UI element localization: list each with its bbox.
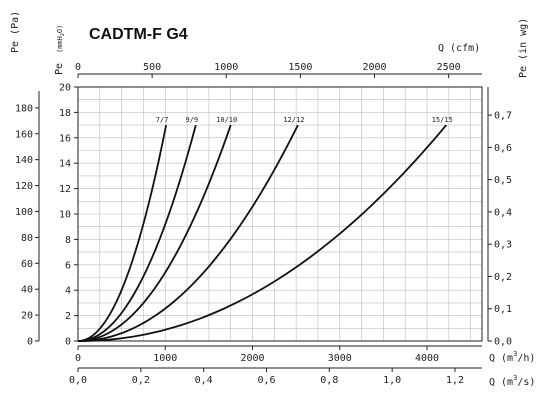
axes: 0 2 4 6 8 10 12 14 16 18 20 0 20 40 60 80 100 120 140 160 18… [15, 62, 512, 386]
right-tick-label: 0,7 [494, 111, 512, 122]
right-tick-label: 0,2 [494, 272, 512, 283]
right-tick-label: 0,0 [494, 337, 512, 348]
bottom-1-tick-label: 3000 [328, 353, 352, 364]
left-inner-tick-label: 14 [59, 159, 71, 170]
left-outer-tick-label: 60 [21, 259, 33, 270]
top-tick-label: 2500 [437, 62, 461, 73]
left-inner-axis-label: Pe (mmH2O) [54, 25, 66, 75]
bottom-2-tick-label: 0,0 [69, 375, 87, 386]
left-inner-tick-label: 12 [59, 184, 71, 195]
bottom-axis-1-label: Q (m3/h) [489, 350, 535, 364]
top-tick-label: 500 [143, 62, 161, 73]
right-tick-label: 0,5 [494, 175, 512, 186]
top-tick-label: 1500 [288, 62, 312, 73]
right-tick-label: 0,6 [494, 143, 512, 154]
left-outer-tick-label: 20 [21, 311, 33, 322]
right-tick-label: 0,4 [494, 207, 512, 218]
bottom-2-tick-label: 0,4 [195, 375, 213, 386]
series-line-15-15 [77, 124, 447, 342]
series-label-10-10: 10/10 [216, 116, 237, 124]
chart-title: CADTM-F G4 [89, 26, 188, 43]
left-outer-tick-label: 120 [15, 181, 33, 192]
left-inner-tick-label: 18 [59, 108, 71, 119]
left-outer-tick-label: 0 [27, 337, 33, 348]
right-tick-label: 0,3 [494, 240, 512, 251]
grid [77, 86, 483, 342]
series-line-7-7 [77, 124, 168, 342]
left-inner-tick-label: 8 [65, 235, 71, 246]
series-label-7-7: 7/7 [156, 116, 169, 124]
series-lines: 7/7 9/9 10/10 12/12 15/15 [77, 116, 453, 342]
series-line-9-9 [77, 124, 197, 342]
series-label-9-9: 9/9 [185, 116, 198, 124]
left-outer-tick-label: 40 [21, 285, 33, 296]
left-outer-tick-label: 80 [21, 233, 33, 244]
bottom-2-tick-label: 1,2 [446, 375, 464, 386]
right-axis-label: Pe (in wg) [518, 18, 529, 78]
left-inner-tick-label: 2 [65, 311, 71, 322]
top-tick-label: 2000 [362, 62, 386, 73]
top-axis-label: Q (cfm) [438, 43, 480, 54]
left-outer-tick-label: 140 [15, 155, 33, 166]
right-tick-label: 0,1 [494, 304, 512, 315]
series-line-10-10 [77, 124, 232, 342]
left-outer-tick-label: 160 [15, 129, 33, 140]
left-inner-tick-label: 20 [59, 83, 71, 94]
left-inner-tick-label: 4 [65, 286, 71, 297]
series-line-12-12 [77, 124, 299, 342]
bottom-1-tick-label: 2000 [240, 353, 264, 364]
bottom-1-tick-label: 1000 [153, 353, 177, 364]
left-outer-tick-label: 180 [15, 103, 33, 114]
bottom-2-tick-label: 0,2 [132, 375, 150, 386]
left-inner-tick-label: 16 [59, 133, 71, 144]
bottom-1-tick-label: 4000 [415, 353, 439, 364]
bottom-1-tick-label: 0 [75, 353, 81, 364]
series-label-15-15: 15/15 [432, 116, 453, 124]
bottom-axis-2-label: Q (m3/s) [489, 374, 535, 388]
bottom-2-tick-label: 1,0 [383, 375, 401, 386]
left-inner-tick-label: 0 [65, 337, 71, 348]
left-outer-tick-label: 100 [15, 207, 33, 218]
left-inner-tick-label: 10 [59, 210, 71, 221]
series-label-12-12: 12/12 [283, 116, 304, 124]
left-inner-tick-label: 6 [65, 260, 71, 271]
left-outer-axis-label: Pe (Pa) [10, 11, 21, 53]
top-tick-label: 0 [75, 62, 81, 73]
bottom-2-tick-label: 0,8 [320, 375, 338, 386]
top-tick-label: 1000 [214, 62, 238, 73]
bottom-2-tick-label: 0,6 [257, 375, 275, 386]
svg-text:Pe: Pe [54, 63, 65, 75]
svg-text:(mmH2O): (mmH2O) [56, 25, 66, 53]
